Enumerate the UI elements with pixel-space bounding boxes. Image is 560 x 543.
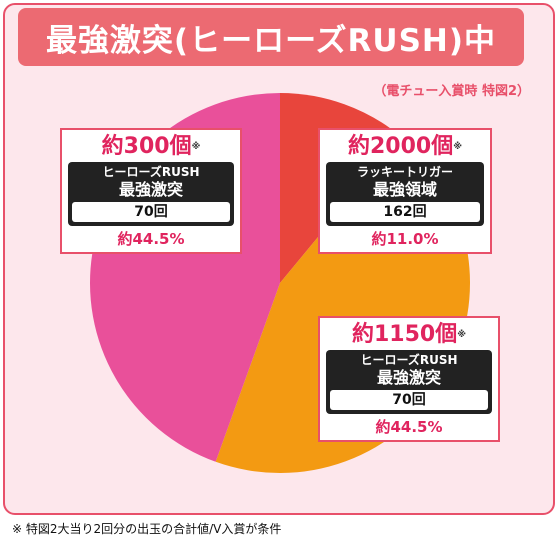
- slice-label-2000: 約2000個※ ラッキートリガー 最強領域 162回 約11.0%: [318, 128, 492, 254]
- chart-subtitle: （電チュー入賞時 特図2）: [373, 84, 530, 99]
- mode-type: 最強激突: [118, 180, 183, 199]
- mode-name: ヒーローズRUSH: [360, 353, 458, 367]
- mode-name: ラッキートリガー: [356, 165, 453, 179]
- mode-type: 最強領域: [372, 180, 437, 199]
- mode-card: ラッキートリガー 最強領域 162回: [326, 162, 484, 226]
- slice-label-1150: 約1150個※ ヒーローズRUSH 最強激突 70回 約44.5%: [318, 316, 500, 442]
- footnote: ※ 特図2大当り2回分の出玉の合計値/V入賞が条件: [12, 522, 282, 536]
- chart-title: 最強激突(ヒーローズRUSH)中: [18, 8, 524, 66]
- ratio-label: 約44.5%: [375, 418, 443, 436]
- payout-label: 約1150個※: [352, 322, 466, 347]
- slice-label-300: 約300個※ ヒーローズRUSH 最強激突 70回 約44.5%: [60, 128, 242, 254]
- mode-type: 最強激突: [376, 368, 441, 387]
- payout-label: 約2000個※: [348, 134, 462, 159]
- ratio-label: 約11.0%: [371, 230, 439, 248]
- mode-card: ヒーローズRUSH 最強激突 70回: [68, 162, 234, 226]
- ratio-label: 約44.5%: [117, 230, 185, 248]
- payout-label: 約300個※: [101, 134, 201, 159]
- spins-value: 162回: [330, 202, 480, 222]
- spins-value: 70回: [72, 202, 230, 222]
- mode-card: ヒーローズRUSH 最強激突 70回: [326, 350, 492, 414]
- mode-name: ヒーローズRUSH: [102, 165, 200, 179]
- spins-value: 70回: [330, 390, 488, 410]
